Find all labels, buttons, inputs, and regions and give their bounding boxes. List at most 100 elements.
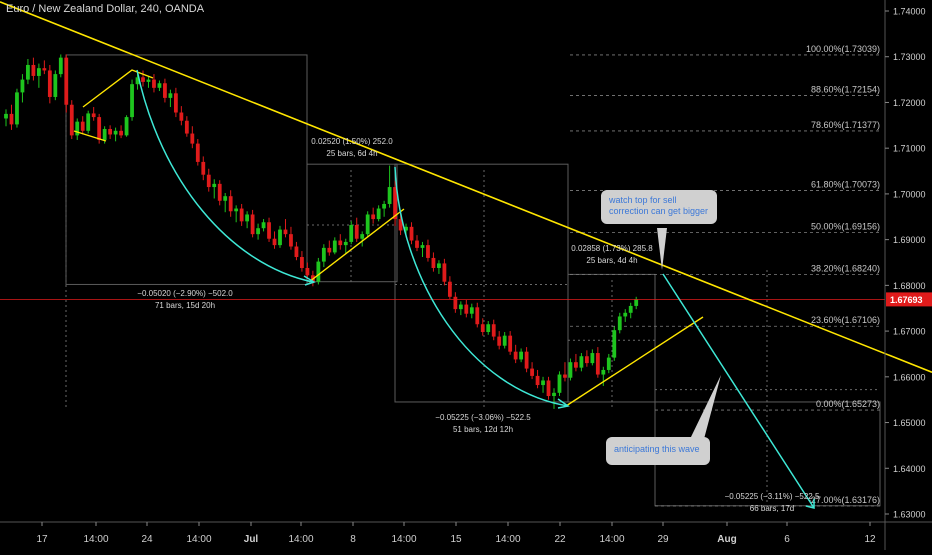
projected-wave-line [662,273,815,509]
time-tick-label: 22 [554,534,566,545]
candle-body [86,113,91,131]
candle [206,168,211,192]
callout-sell-top: watch top for sell correction can get bi… [601,190,717,224]
measure-label: −0.05225 (−3.11%) −522.5 [725,492,820,501]
candle-body [69,104,74,136]
candle [152,74,156,93]
candle-body [552,392,556,397]
swing-curve-1 [136,69,314,283]
measure-label: 25 bars, 6d 4h [326,149,377,158]
candle-body [179,112,184,121]
callout-line-wave: anticipating this wave [614,444,700,454]
candle-body [426,245,430,258]
candle [223,192,228,213]
callout-tail-top [657,228,667,270]
candle-body [91,113,96,118]
candle-body [321,247,326,262]
measure-box-1 [65,54,308,285]
candle-body [513,351,518,360]
candle [349,221,354,245]
candle-body [201,161,206,175]
candle [289,226,293,250]
candle-body [590,353,595,364]
fib-level-label: 50.00%(1.69156) [811,222,880,232]
candle-body [305,267,310,276]
price-axis: 1.74000 1.73000 1.72000 1.71000 1.70000 1.690… [884,0,932,550]
time-tick-label: 14:00 [391,534,416,545]
price-tick-label: 1.64000 [893,464,926,474]
candle [393,181,397,226]
fib-level-label: 23.60%(1.67106) [811,315,880,325]
candle-body [530,368,534,376]
measure-label: 25 bars, 4d 4h [586,256,637,265]
callout-line-1: watch top for sell [609,195,677,205]
candle [387,165,392,208]
candle [546,376,551,400]
candle-body [272,238,277,246]
candle [256,223,260,240]
candle [442,258,447,286]
callout-anticipating-wave: anticipating this wave [606,437,710,465]
candle [563,362,567,382]
candle-body [612,330,617,358]
callout-line-2: correction can get bigger [609,206,709,216]
candle-body [535,375,540,386]
price-tick-label: 1.66000 [893,372,926,382]
candle-body [354,225,359,239]
candle-body [437,263,441,268]
candle [491,319,496,341]
candle [173,87,178,118]
time-tick-label: 14:00 [186,534,211,545]
measure-box-3 [394,163,569,403]
price-tick-label: 1.69000 [893,235,926,245]
candle-body [80,121,85,131]
candle [612,326,617,361]
candle [26,59,30,85]
candle-body [15,92,19,125]
candle-body [546,380,551,397]
flag-lower-line [73,130,107,142]
candle [80,116,85,135]
candle-body [343,241,348,246]
candle-body [206,174,211,188]
candle-body [508,335,513,352]
candle [332,237,337,255]
candle [294,241,299,261]
time-tick-label: 14:00 [288,534,313,545]
candle-body [360,234,365,239]
candle-body [130,84,134,118]
projection-arrowhead [805,499,815,509]
candle-body [420,245,425,248]
candle [458,301,463,316]
candle [47,64,52,104]
candle-body [601,369,606,375]
candle [239,203,244,226]
candle [146,75,151,88]
candle [431,252,436,272]
candle-body [387,187,392,204]
time-tick-label: 15 [450,534,462,545]
descending-trendline [0,1,932,373]
candle-body [316,261,321,282]
drawings [0,1,932,509]
candle [272,231,277,249]
current-price-badge [886,292,932,307]
candle [141,70,145,87]
price-tick-label: 1.63000 [893,510,926,520]
fib-level-label: 38.20%(1.68240) [811,263,880,273]
candle-body [228,196,233,212]
candle [119,125,123,139]
candle [601,366,606,386]
time-tick-label: Jul [244,534,259,545]
candle-body [31,64,36,76]
fib-level-label: 100.00%(1.73039) [806,44,880,54]
candle-body [190,133,195,144]
candle-body [294,246,299,258]
candle-body [579,356,584,368]
candle [86,110,91,134]
candle-body [168,93,173,98]
candle [58,54,63,78]
candle [305,262,310,279]
